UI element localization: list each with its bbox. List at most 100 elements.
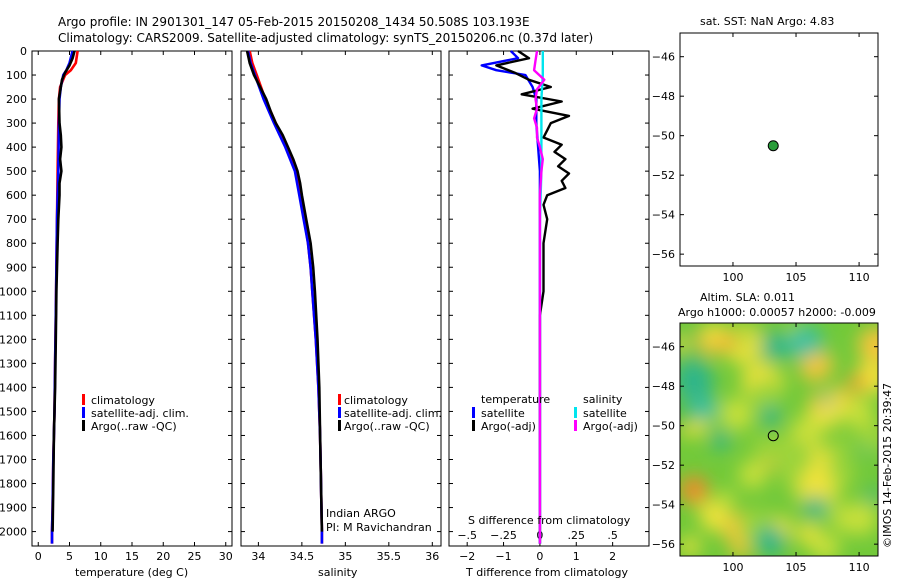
sla-cell bbox=[680, 537, 700, 556]
position-map-frame bbox=[679, 32, 879, 267]
temperature-legend: climatology satellite-adj. clim. Argo(..… bbox=[82, 394, 189, 433]
sla-cell bbox=[732, 543, 749, 556]
legend-swatch-climatology bbox=[338, 394, 341, 405]
map-y-tick-label: −52 bbox=[652, 169, 675, 182]
series-line-2 bbox=[245, 50, 324, 532]
sla-cell bbox=[719, 334, 735, 350]
difference-x-ticks: −2 −1 0 1 2−.5 −.25 0.25.5 bbox=[457, 51, 618, 563]
legend-swatch-satellite bbox=[338, 407, 341, 418]
temperature-panel: 0 5 10 15 20 25 30 temperature (deg C) climato… bbox=[35, 50, 233, 579]
depth-tick-label: 2000 bbox=[0, 526, 27, 539]
sla-cell bbox=[752, 434, 782, 464]
x-tick-label: 0 bbox=[35, 550, 42, 563]
difference-lines bbox=[480, 49, 571, 544]
sla-cell bbox=[865, 488, 878, 504]
x-tick-label: 1 bbox=[573, 550, 580, 563]
sla-cell bbox=[760, 405, 782, 427]
map-x-tick-label: 110 bbox=[849, 561, 870, 574]
legend-label-sal-argo: Argo(-adj) bbox=[583, 420, 638, 433]
depth-tick-label: 1100 bbox=[0, 309, 27, 322]
difference-panel: −2 −1 0 1 2−.5 −.25 0.25.5 S difference from c… bbox=[457, 49, 638, 579]
sla-map-panel: Altim. SLA: 0.011 Argo h1000: 0.00057 h2… bbox=[652, 291, 879, 574]
depth-tick-label: 500 bbox=[6, 165, 27, 178]
sla-cell bbox=[750, 377, 782, 409]
legend-swatch-temp-argo bbox=[472, 420, 475, 431]
map-y-tick-label: −50 bbox=[652, 420, 675, 433]
series-line-2 bbox=[51, 50, 76, 532]
sla-map-subtitle: Argo h1000: 0.00057 h2000: -0.009 bbox=[678, 306, 876, 319]
map-y-tick-label: −56 bbox=[652, 248, 675, 261]
x-tick-label: 35.5 bbox=[377, 550, 402, 563]
map-y-tick-label: −54 bbox=[652, 209, 675, 222]
x-tick-label: 34.5 bbox=[290, 550, 315, 563]
depth-tick-label: 200 bbox=[6, 93, 27, 106]
argo-position-marker bbox=[767, 140, 779, 152]
legend-swatch-argo bbox=[82, 420, 85, 431]
map-x-tick-label: 105 bbox=[786, 271, 807, 284]
map-y-tick-label: −48 bbox=[652, 380, 675, 393]
depth-tick-label: 100 bbox=[6, 69, 27, 82]
legend-swatch-sal-argo bbox=[574, 420, 577, 431]
depth-tick-label: 1200 bbox=[0, 333, 27, 346]
sla-heatmap-field bbox=[680, 323, 878, 556]
map-y-tick-label: −50 bbox=[652, 130, 675, 143]
legend-label-temp-satellite: satellite bbox=[481, 407, 525, 420]
legend-label-temp-argo: Argo(-adj) bbox=[481, 420, 536, 433]
legend-swatch-climatology bbox=[82, 394, 85, 405]
map-y-tick-label: −56 bbox=[652, 538, 675, 551]
x-tick-label: −1 bbox=[495, 550, 511, 563]
imos-credit: ©IMOS 14-Feb-2015 20:39:47 bbox=[881, 383, 894, 548]
sla-cell bbox=[858, 327, 878, 364]
legend-label-argo: Argo(..raw -QC) bbox=[91, 420, 177, 433]
map-x-tick-label: 105 bbox=[786, 561, 807, 574]
salinity-panel-frame bbox=[240, 50, 442, 547]
sla-map-title: Altim. SLA: 0.011 bbox=[700, 291, 795, 304]
sla-cell bbox=[787, 324, 824, 362]
difference-series-line-0 bbox=[480, 50, 542, 544]
x-tick-label: 35 bbox=[338, 550, 352, 563]
sla-cell bbox=[733, 331, 751, 348]
salinity-panel: 34 34.5 35 35.5 36 salinity climatology sate… bbox=[245, 50, 442, 579]
sla-cell bbox=[758, 331, 788, 361]
sla-cell bbox=[810, 393, 827, 410]
sla-cell bbox=[849, 373, 867, 391]
sla-cell bbox=[856, 419, 878, 452]
depth-tick-label: 1900 bbox=[0, 502, 27, 515]
depth-tick-label: 1300 bbox=[0, 357, 27, 370]
series-line-0 bbox=[248, 50, 324, 544]
legend-label-satellite: satellite-adj. clim. bbox=[91, 407, 189, 420]
depth-tick-label: 0 bbox=[20, 45, 27, 58]
sla-cell bbox=[680, 336, 689, 352]
sla-cell bbox=[829, 436, 850, 456]
depth-tick-label: 1000 bbox=[0, 285, 27, 298]
x-tick-label: −2 bbox=[459, 550, 475, 563]
legend-swatch-argo bbox=[338, 420, 341, 431]
x-tick-label: 36 bbox=[425, 550, 439, 563]
x-tick-label: 20 bbox=[156, 550, 170, 563]
salinity-difference-xlabel: S difference from climatology bbox=[468, 514, 631, 527]
x-tick-label: 5 bbox=[66, 550, 73, 563]
x-tick-label: 34 bbox=[251, 550, 265, 563]
legend-swatch-satellite bbox=[82, 407, 85, 418]
map-y-tick-label: −48 bbox=[652, 90, 675, 103]
map-x-tick-label: 100 bbox=[722, 561, 743, 574]
difference-series-line-3 bbox=[532, 50, 546, 544]
figure-subtitle: Climatology: CARS2009. Satellite-adjuste… bbox=[58, 31, 593, 45]
sla-cell bbox=[800, 353, 828, 382]
sla-argo-position-marker bbox=[767, 430, 779, 442]
series-line-1 bbox=[246, 50, 324, 544]
x-tick-label: 15 bbox=[125, 550, 139, 563]
map-y-tick-label: −54 bbox=[652, 499, 675, 512]
legend-swatch-sal-satellite bbox=[574, 407, 577, 418]
sla-cell bbox=[826, 454, 854, 482]
sla-cell bbox=[842, 396, 874, 428]
sla-cell bbox=[755, 524, 786, 556]
depth-tick-label: 1400 bbox=[0, 381, 27, 394]
difference-legend: temperature salinity satellite Argo(-adj… bbox=[472, 393, 638, 433]
sla-cell bbox=[680, 476, 708, 504]
sla-cell bbox=[811, 532, 840, 556]
x2-tick-label: −.5 bbox=[457, 529, 477, 542]
legend-label-climatology: climatology bbox=[91, 394, 155, 407]
map-y-tick-label: −52 bbox=[652, 459, 675, 472]
